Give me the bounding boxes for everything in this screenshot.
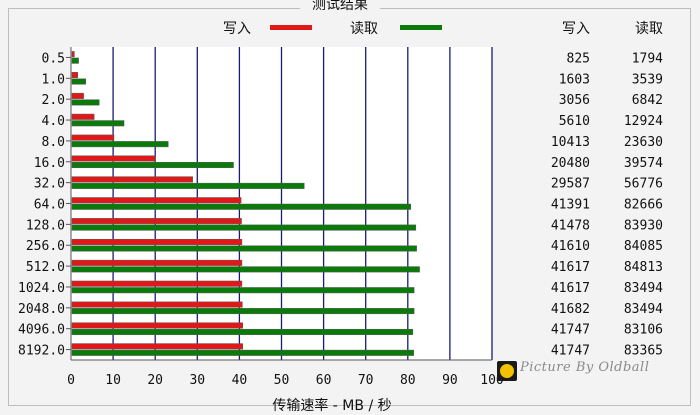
watermark-text: Picture By Oldball (520, 360, 650, 375)
table-cell-read: 83494 (624, 302, 663, 317)
y-tick-label: 8192.0 (18, 344, 65, 359)
write-bar (71, 113, 95, 120)
x-tick-label: 0 (67, 373, 75, 388)
radiation-icon (497, 361, 517, 381)
table-cell-read: 1794 (632, 51, 663, 66)
y-tick-label: 64.0 (34, 198, 65, 213)
y-tick-label: 128.0 (26, 218, 65, 233)
table-cell-read: 82666 (624, 198, 663, 213)
x-tick-label: 50 (274, 373, 290, 388)
table-cell-write: 10413 (551, 135, 590, 150)
table-header-read: 读取 (635, 21, 663, 37)
write-bar (71, 322, 244, 329)
legend-swatch-write (270, 25, 312, 30)
table-cell-write: 41747 (551, 323, 590, 338)
read-bar (71, 224, 417, 231)
read-bar (71, 182, 305, 189)
y-tick-label: 1.0 (42, 72, 65, 87)
y-tick-label: 0.5 (42, 51, 65, 66)
write-bar (71, 280, 243, 287)
y-tick-label: 16.0 (34, 156, 65, 171)
table-cell-write: 825 (567, 51, 590, 66)
legend-swatch-read (400, 25, 442, 30)
x-tick-label: 30 (189, 373, 205, 388)
x-tick-label: 10 (105, 373, 121, 388)
write-bar (71, 51, 75, 58)
legend-label-write: 写入 (223, 21, 251, 37)
x-tick-label: 70 (358, 373, 374, 388)
table-cell-write: 41617 (551, 281, 590, 296)
write-bar (71, 155, 156, 162)
chart-title: 测试结果 (300, 0, 380, 15)
table-cell-write: 41617 (551, 260, 590, 275)
y-tick-label: 8.0 (42, 135, 65, 150)
read-bar (71, 349, 414, 356)
table-cell-write: 41391 (551, 198, 590, 213)
table-cell-read: 12924 (624, 114, 663, 129)
write-bar (71, 218, 242, 225)
table-cell-write: 3056 (559, 93, 590, 108)
table-cell-read: 83930 (624, 218, 663, 233)
write-bar (71, 301, 243, 308)
table-cell-read: 3539 (632, 72, 663, 87)
write-bar (71, 259, 243, 266)
table-cell-write: 29587 (551, 177, 590, 192)
x-tick-label: 20 (147, 373, 163, 388)
read-bar (71, 308, 415, 315)
y-tick-label: 2048.0 (18, 302, 65, 317)
read-bar (71, 245, 417, 252)
table-cell-write: 41747 (551, 344, 590, 359)
read-bar (71, 120, 125, 127)
table-cell-read: 83365 (624, 344, 663, 359)
y-tick-label: 4.0 (42, 114, 65, 129)
read-bar (71, 266, 420, 273)
table-cell-read: 84085 (624, 239, 663, 254)
table-cell-read: 84813 (624, 260, 663, 275)
write-bar (71, 238, 243, 245)
write-bar (71, 92, 84, 99)
x-tick-label: 90 (442, 373, 458, 388)
y-tick-label: 2.0 (42, 93, 65, 108)
read-bar (71, 203, 411, 210)
table-cell-read: 6842 (632, 93, 663, 108)
table-cell-write: 20480 (551, 156, 590, 171)
table-cell-write: 41610 (551, 239, 590, 254)
x-tick-label: 60 (316, 373, 332, 388)
write-bar (71, 72, 78, 79)
table-cell-read: 56776 (624, 177, 663, 192)
x-axis-label: 传输速率 - MB / 秒 (272, 397, 391, 414)
table-cell-read: 23630 (624, 135, 663, 150)
table-cell-read: 39574 (624, 156, 663, 171)
read-bar (71, 162, 234, 169)
y-tick-label: 32.0 (34, 177, 65, 192)
table-cell-write: 1603 (559, 72, 590, 87)
y-tick-label: 512.0 (26, 260, 65, 275)
read-bar (71, 328, 414, 335)
table-header-write: 写入 (562, 21, 590, 37)
write-bar (71, 197, 242, 204)
table-cell-write: 5610 (559, 114, 590, 129)
x-tick-label: 40 (232, 373, 248, 388)
write-bar (71, 176, 193, 183)
y-tick-label: 256.0 (26, 239, 65, 254)
y-tick-label: 1024.0 (18, 281, 65, 296)
read-bar (71, 287, 415, 294)
read-bar (71, 141, 169, 148)
table-cell-read: 83494 (624, 281, 663, 296)
write-bar (71, 343, 244, 350)
read-bar (71, 57, 79, 64)
x-tick-label: 80 (400, 373, 416, 388)
write-bar (71, 134, 115, 141)
read-bar (71, 99, 100, 106)
table-cell-write: 41478 (551, 218, 590, 233)
read-bar (71, 78, 86, 85)
y-tick-label: 4096.0 (18, 323, 65, 338)
legend-label-read: 读取 (350, 21, 378, 37)
table-cell-read: 83106 (624, 323, 663, 338)
table-cell-write: 41682 (551, 302, 590, 317)
